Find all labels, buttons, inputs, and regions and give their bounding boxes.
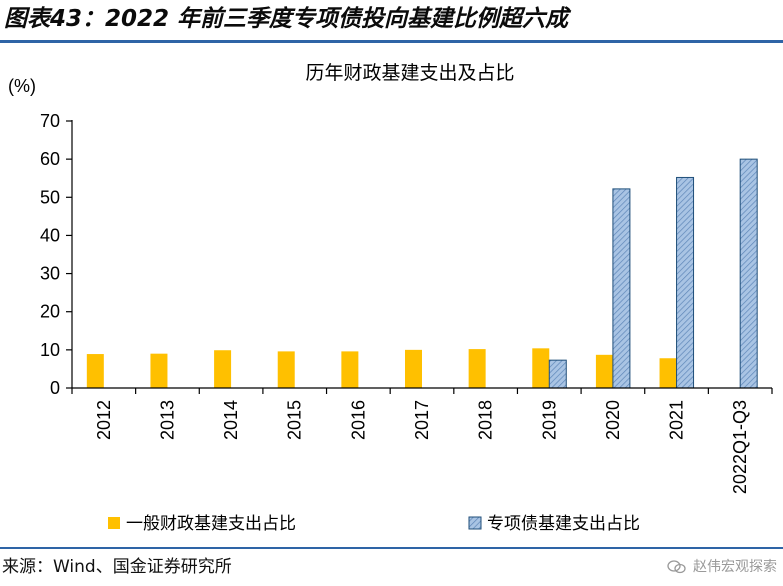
x-tick-label: 2019 [539, 400, 559, 440]
legend-swatch-special [468, 516, 482, 530]
wechat-icon [667, 560, 686, 574]
x-tick-label: 2014 [221, 400, 241, 440]
x-tick-label: 2016 [348, 400, 368, 440]
bar-special-2022Q1-Q3 [739, 158, 758, 389]
bar-general-2020 [595, 354, 613, 388]
x-tick-label: 2018 [476, 400, 496, 440]
bar-special-2021 [676, 176, 695, 389]
watermark-text: 赵伟宏观探索 [693, 559, 777, 575]
x-tick-label: 2020 [603, 400, 623, 440]
bar-general-2014 [214, 350, 232, 388]
x-tick-label: 2012 [94, 400, 114, 440]
bar-general-2019 [532, 348, 550, 388]
bar-general-2018 [468, 349, 486, 388]
bar-special-2019 [548, 359, 567, 389]
y-tick-label: 20 [40, 302, 60, 322]
y-tick-label: 40 [40, 225, 60, 245]
figure-title: 图表43：2022 年前三季度专项债投向基建比例超六成 [4, 6, 569, 32]
y-tick-label: 10 [40, 340, 60, 360]
x-tick-label: 2017 [412, 400, 432, 440]
x-tick-label: 2022Q1-Q3 [730, 400, 750, 494]
legend-label-special: 专项债基建支出占比 [487, 514, 640, 534]
x-tick-label: 2015 [285, 400, 305, 440]
bar-general-2012 [86, 354, 104, 388]
bar-general-2016 [341, 351, 359, 388]
y-tick-label: 50 [40, 187, 60, 207]
y-tick-label: 0 [50, 378, 60, 398]
chart-title: 历年财政基建支出及占比 [305, 62, 514, 84]
y-axis-unit: (%) [8, 76, 36, 96]
watermark: 赵伟宏观探索 [667, 552, 777, 582]
top-rule [0, 40, 783, 43]
legend-label-general: 一般财政基建支出占比 [126, 514, 296, 534]
bar-general-2015 [277, 351, 295, 388]
bar-general-2017 [405, 349, 422, 388]
bar-special-2020 [612, 188, 631, 389]
y-tick-label: 60 [40, 149, 60, 169]
source-note: 来源：Wind、国金证券研究所 [2, 557, 232, 577]
x-tick-label: 2013 [157, 400, 177, 440]
bar-general-2021 [659, 358, 677, 388]
bar-chart: 历年财政基建支出及占比 (%) 0 10 20 30 40 50 60 70 2012 2013… [8, 62, 773, 534]
y-tick-label: 30 [40, 264, 60, 284]
x-tick-label: 2021 [667, 400, 687, 440]
y-tick-label: 70 [40, 111, 60, 131]
bar-general-2013 [150, 353, 168, 388]
legend-swatch-general [108, 517, 120, 529]
bottom-rule [0, 547, 783, 549]
